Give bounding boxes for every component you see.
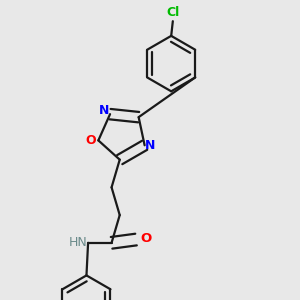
- Text: HN: HN: [69, 236, 88, 249]
- Text: O: O: [86, 134, 97, 147]
- Text: N: N: [145, 139, 156, 152]
- Text: N: N: [99, 104, 110, 117]
- Text: O: O: [140, 232, 152, 245]
- Text: Cl: Cl: [166, 6, 179, 19]
